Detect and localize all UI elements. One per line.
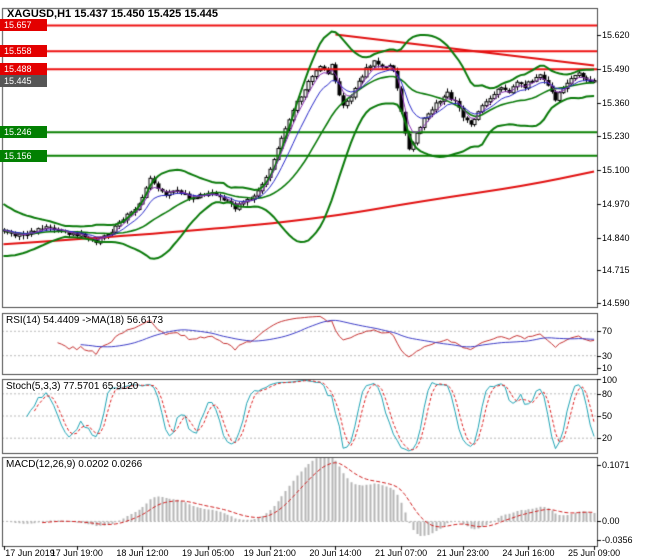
time-axis-label: 21 Jun 07:00 xyxy=(375,548,428,558)
stoch-tick-label: 20 xyxy=(602,433,613,444)
stoch-tick-label: 100 xyxy=(602,375,618,385)
price-tick-label: 15.360 xyxy=(602,97,630,108)
time-axis-label: 18 Jun 12:00 xyxy=(116,548,169,558)
support-price-badge: 15.246 xyxy=(0,126,47,139)
price-tick-label: 14.590 xyxy=(602,297,630,308)
time-axis-label: 17 Jun 2019 xyxy=(5,548,55,558)
time-axis-label: 20 Jun 14:00 xyxy=(309,548,362,558)
time-scale[interactable] xyxy=(0,546,660,560)
macd-tick-label: 0.00 xyxy=(602,516,620,527)
stoch-indicator-label: Stoch(5,3,3) 77.5701 65.9120 xyxy=(6,381,139,392)
price-tick-label: 15.230 xyxy=(602,131,630,142)
macd-indicator-label: MACD(12,26,9) 0.0202 0.0266 xyxy=(6,459,143,470)
price-tick-label: 15.100 xyxy=(602,165,630,176)
time-axis-label: 21 Jun 23:00 xyxy=(436,548,489,558)
support-price-badge: 15.156 xyxy=(0,149,47,162)
resistance-price-badge: 15.657 xyxy=(0,19,47,32)
chart-title: XAGUSD,H1 15.437 15.450 15.425 15.445 xyxy=(7,8,218,20)
stoch-tick-label: 50 xyxy=(602,411,613,421)
time-axis-label: 17 Jun 19:00 xyxy=(50,548,103,558)
time-axis-label: 25 Jun 09:00 xyxy=(568,548,621,558)
resistance-price-badge: 15.558 xyxy=(0,45,47,58)
macd-tick-label: -0.0356 xyxy=(602,535,633,546)
rsi-indicator-label: RSI(14) 54.4409 ->MA(18) 56.6173 xyxy=(6,315,164,326)
time-axis-label: 24 Jun 16:00 xyxy=(502,548,555,558)
stoch-tick-label: 80 xyxy=(602,388,613,399)
current-price-badge: 15.445 xyxy=(0,74,47,87)
price-tick-label: 15.490 xyxy=(602,63,630,74)
price-scale[interactable] xyxy=(598,0,660,546)
rsi-tick-label: 10 xyxy=(602,362,613,373)
resistance-price-badge: 15.488 xyxy=(0,63,47,76)
price-tick-label: 15.620 xyxy=(602,30,630,41)
price-tick-label: 14.970 xyxy=(602,199,630,210)
rsi-tick-label: 30 xyxy=(602,350,613,361)
time-axis-label: 19 Jun 21:00 xyxy=(243,548,296,558)
rsi-tick-label: 70 xyxy=(602,326,613,337)
time-axis-label: 19 Jun 05:00 xyxy=(182,548,235,558)
price-tick-label: 14.715 xyxy=(602,265,630,276)
macd-tick-label: 0.1071 xyxy=(602,460,630,471)
price-tick-label: 14.840 xyxy=(602,232,630,243)
